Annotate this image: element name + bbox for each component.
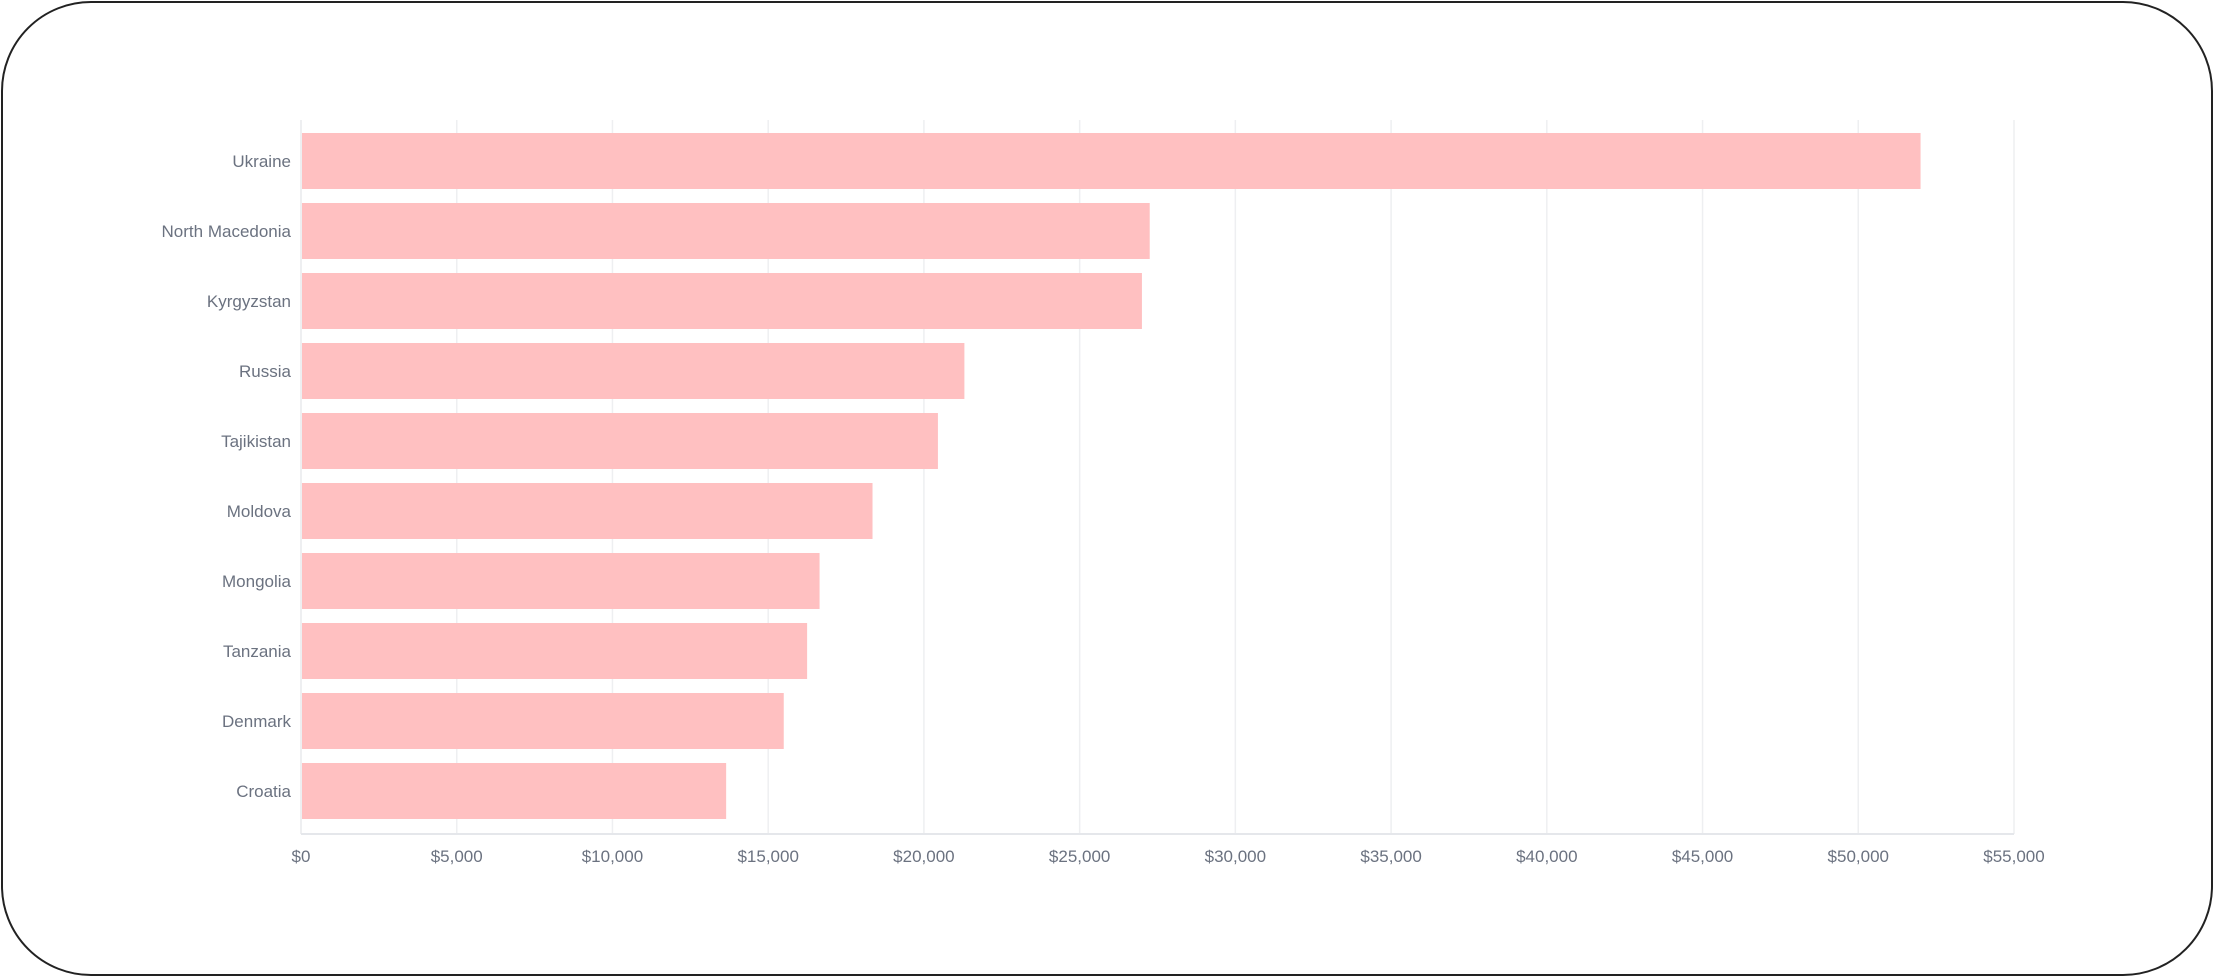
bar-north-macedonia (302, 203, 1150, 259)
x-tick-label: $15,000 (737, 847, 798, 866)
bar-denmark (302, 693, 784, 749)
bar-russia (302, 343, 965, 399)
bar-croatia (302, 763, 727, 819)
x-tick-label: $25,000 (1049, 847, 1110, 866)
bar-ukraine (302, 133, 1921, 189)
y-category-label: Kyrgyzstan (207, 292, 291, 311)
x-tick-label: $5,000 (431, 847, 483, 866)
bar-mongolia (302, 553, 820, 609)
x-tick-label: $35,000 (1360, 847, 1421, 866)
x-tick-label: $50,000 (1828, 847, 1889, 866)
y-category-label: Mongolia (222, 572, 292, 591)
x-tick-label: $20,000 (893, 847, 954, 866)
x-tick-label: $0 (292, 847, 311, 866)
bar-moldova (302, 483, 873, 539)
bar-tanzania (302, 623, 808, 679)
x-tick-label: $45,000 (1672, 847, 1733, 866)
bar-tajikistan (302, 413, 938, 469)
x-tick-label: $10,000 (582, 847, 643, 866)
bar-kyrgyzstan (302, 273, 1142, 329)
y-category-label: Denmark (222, 712, 291, 731)
y-category-label: North Macedonia (162, 222, 292, 241)
y-category-label: Moldova (227, 502, 292, 521)
y-category-label: Croatia (236, 782, 291, 801)
x-tick-label: $30,000 (1205, 847, 1266, 866)
y-category-label: Tajikistan (221, 432, 291, 451)
x-tick-label: $40,000 (1516, 847, 1577, 866)
y-category-label: Ukraine (232, 152, 291, 171)
x-tick-label: $55,000 (1983, 847, 2044, 866)
y-category-label: Russia (239, 362, 292, 381)
y-category-label: Tanzania (223, 642, 292, 661)
